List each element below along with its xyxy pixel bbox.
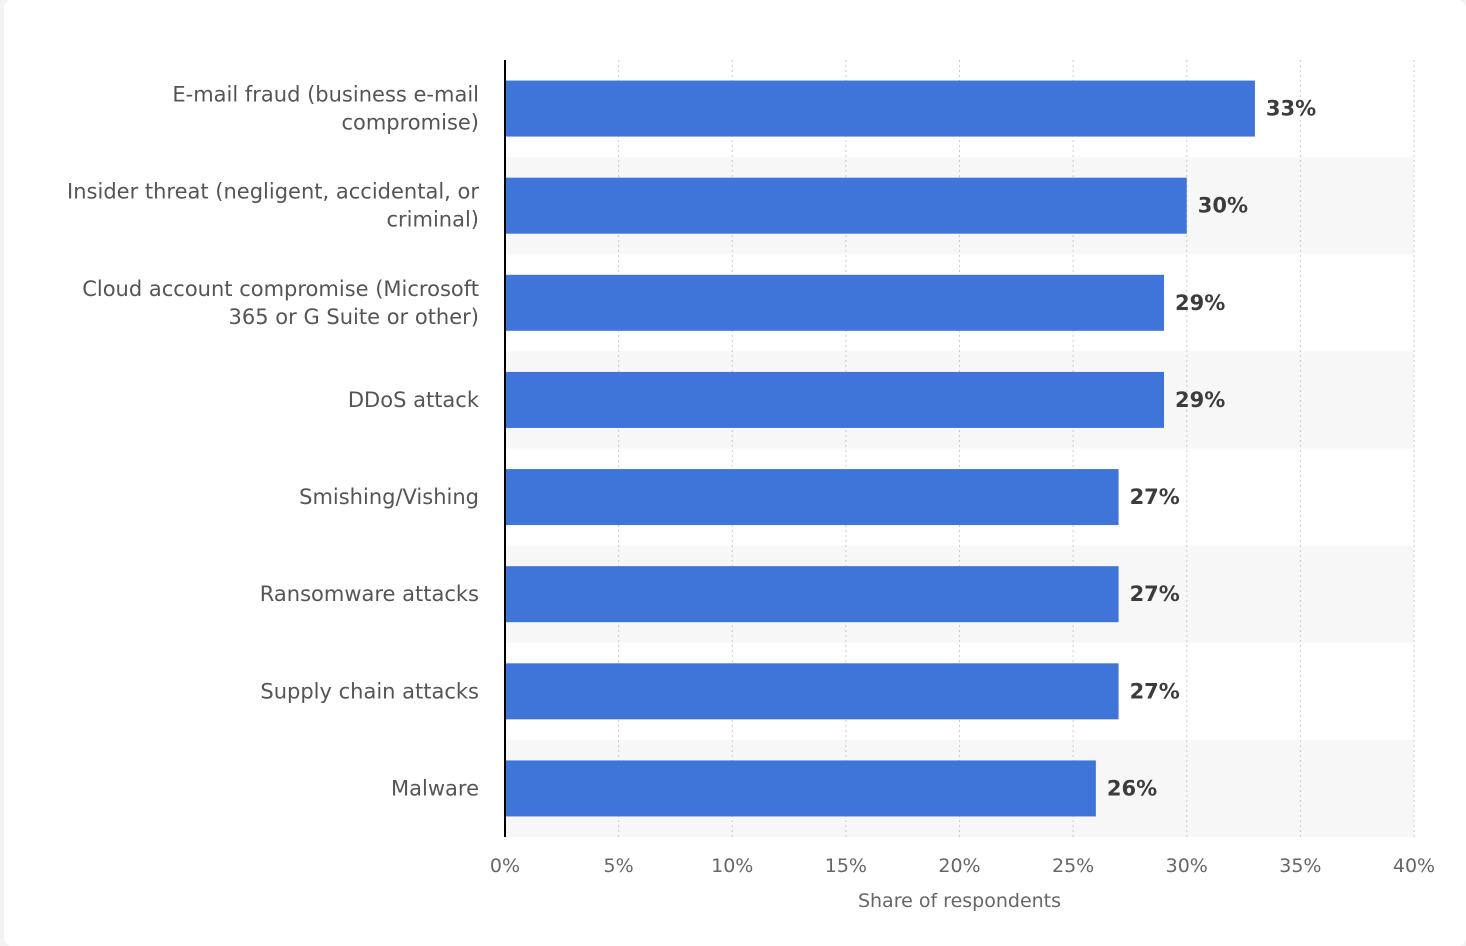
- bar[interactable]: [505, 274, 1165, 331]
- category-label: Insider threat (negligent, accidental, o…: [67, 180, 479, 232]
- bar[interactable]: [505, 566, 1119, 623]
- bar[interactable]: [505, 760, 1096, 817]
- category-label: Supply chain attacks: [260, 679, 479, 703]
- x-tick-label: 0%: [490, 855, 520, 877]
- x-tick-label: 10%: [711, 855, 753, 877]
- category-label-line: Smishing/Vishing: [299, 485, 479, 509]
- bar-value-label: 33%: [1266, 97, 1316, 121]
- bar-value-label: 29%: [1175, 291, 1225, 315]
- x-tick-label: 40%: [1393, 855, 1435, 877]
- bar-value-label: 29%: [1175, 388, 1225, 412]
- category-label-line: Supply chain attacks: [260, 679, 479, 703]
- category-label-line: criminal): [386, 208, 479, 232]
- category-label: Smishing/Vishing: [299, 485, 479, 509]
- category-label-line: Malware: [391, 776, 479, 800]
- bar[interactable]: [505, 371, 1165, 428]
- bar[interactable]: [505, 469, 1119, 526]
- bar[interactable]: [505, 80, 1255, 137]
- x-tick-label: 20%: [938, 855, 980, 877]
- category-label: DDoS attack: [348, 388, 480, 412]
- category-label-line: DDoS attack: [348, 388, 480, 412]
- x-tick-label: 15%: [825, 855, 867, 877]
- bar-value-label: 27%: [1130, 679, 1180, 703]
- bar-value-label: 26%: [1107, 776, 1157, 800]
- category-label: Ransomware attacks: [260, 582, 479, 606]
- x-axis-title: Share of respondents: [858, 890, 1061, 912]
- category-label-line: Ransomware attacks: [260, 582, 479, 606]
- category-label: E-mail fraud (business e-mail compromise): [172, 83, 479, 135]
- x-tick-label: 25%: [1052, 855, 1094, 877]
- x-tick-label: 30%: [1166, 855, 1208, 877]
- category-label: Malware: [391, 776, 479, 800]
- category-label-line: Insider threat (negligent, accidental, o…: [67, 180, 479, 204]
- category-labels: E-mail fraud (business e-mail compromise)…: [67, 83, 480, 801]
- x-tick-label: 35%: [1279, 855, 1321, 877]
- category-label-line: E-mail fraud (business e-mail: [172, 83, 479, 107]
- bar[interactable]: [505, 663, 1119, 720]
- bars: [505, 80, 1255, 817]
- x-tick-labels: 0% 5% 10% 15% 20% 25% 30% 35% 40%: [490, 855, 1435, 877]
- bar-value-label: 27%: [1130, 485, 1180, 509]
- bar-value-label: 30%: [1198, 194, 1248, 218]
- category-label-line: Cloud account compromise (Microsoft: [82, 277, 479, 301]
- bar[interactable]: [505, 177, 1187, 234]
- category-label-line: 365 or G Suite or other): [229, 305, 479, 329]
- value-labels: 33% 30% 29% 29% 27% 27% 27% 26%: [1107, 97, 1316, 801]
- bar-value-label: 27%: [1130, 582, 1180, 606]
- category-label-line: compromise): [341, 111, 479, 135]
- x-tick-label: 5%: [604, 855, 634, 877]
- category-label: Cloud account compromise (Microsoft 365 o…: [82, 277, 479, 329]
